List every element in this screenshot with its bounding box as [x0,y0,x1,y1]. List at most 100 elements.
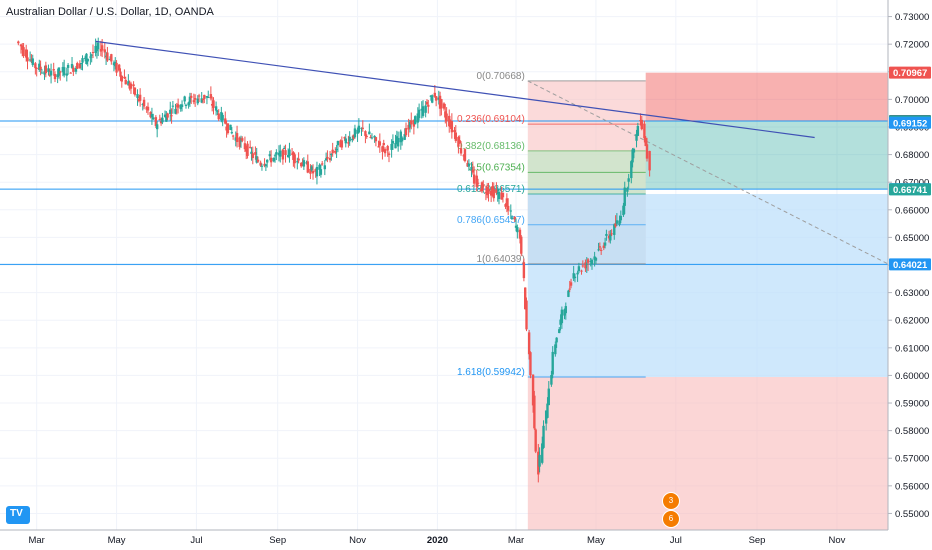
candle-body [120,75,124,82]
candle-body [246,143,249,156]
candle-body [35,67,38,69]
candle-body [544,410,548,424]
candle-body [175,105,179,107]
candle-body [382,142,385,146]
candles [17,37,651,483]
fib-level-label: 1(0.64039) [476,254,524,265]
event-badge-icon[interactable]: 3 [662,492,680,510]
candle-body [190,95,193,98]
candle-body [645,144,649,159]
candle-body [396,137,400,147]
candle-body [273,155,277,157]
candle-body [330,153,333,155]
candle-body [188,96,192,103]
candle-body [176,104,180,108]
candle-body [293,154,296,164]
candle-body [487,188,490,194]
y-tick-label: 0.59000 [895,399,929,410]
candle-body [154,117,158,126]
candle-body [585,263,588,265]
candle-body [387,153,391,155]
candle-body [416,113,420,123]
candle-body [65,73,68,76]
candle-body [28,59,32,61]
candle-body [479,190,482,192]
candle-body [547,388,550,406]
candle-body [260,165,264,167]
candle-body [344,138,347,144]
candle-body [226,123,230,134]
candle-body [95,47,99,52]
candle-body [314,169,317,172]
candle-body [108,58,112,61]
candle-body [197,95,201,97]
candle-body [347,142,350,144]
candle-body [210,103,214,106]
candle-body [269,157,273,163]
candle-body [573,276,577,279]
candle-body [234,137,237,141]
candle-body [586,259,590,263]
candle-body [230,132,234,134]
candle-body [340,140,344,148]
tradingview-logo[interactable]: TV [6,506,30,524]
candle-body [520,236,523,254]
candle-body [643,124,646,139]
x-tick-label: Mar [28,535,44,546]
candle-body [433,92,437,97]
y-tick-label: 0.70000 [895,95,929,106]
candle-body [534,429,537,452]
candle-body [69,72,72,74]
candle-body [59,71,62,73]
candle-body [470,167,473,171]
candle-body [283,147,286,149]
target-zone-blue [527,194,888,378]
candle-body [429,95,433,97]
candle-body [123,76,126,79]
candle-body [541,443,544,463]
price-label-box [889,66,931,79]
candle-body [324,158,328,161]
candle-body [348,136,351,142]
candle-body [30,59,33,61]
candle-body [129,83,133,89]
lower-red-zone [527,377,888,530]
candle-body [522,262,526,279]
candle-body [554,344,557,355]
candle-body [297,158,300,161]
candle-body [161,117,164,123]
candle-body [104,55,108,57]
candle-body [224,118,227,124]
candle-body [214,106,218,111]
candle-body [476,182,480,184]
y-tick-label: 0.55000 [895,509,929,520]
candle-body [495,189,498,194]
candle-body [360,127,363,129]
fib-diagonal [527,80,889,265]
price-label-text: 0.64021 [893,260,928,271]
candle-body [613,224,616,235]
candle-body [141,103,144,105]
y-tick-label: 0.58000 [895,426,929,437]
event-badge-icon[interactable]: 6 [662,510,680,528]
candle-body [453,130,456,133]
candle-body [425,102,429,105]
candle-body [31,58,34,65]
candle-body [482,184,485,187]
candle-body [431,95,434,103]
price-label-text: 0.69152 [893,118,927,129]
candle-body [463,149,467,162]
candle-body [309,168,312,174]
candle-body [66,64,70,68]
candle-body [305,162,308,164]
candle-body [239,140,243,142]
candle-body [187,102,190,106]
candle-body [86,58,89,62]
candle-body [472,174,476,184]
candle-body [598,246,602,248]
candle-body [43,71,46,75]
candle-body [632,148,636,153]
trendline [95,40,815,139]
